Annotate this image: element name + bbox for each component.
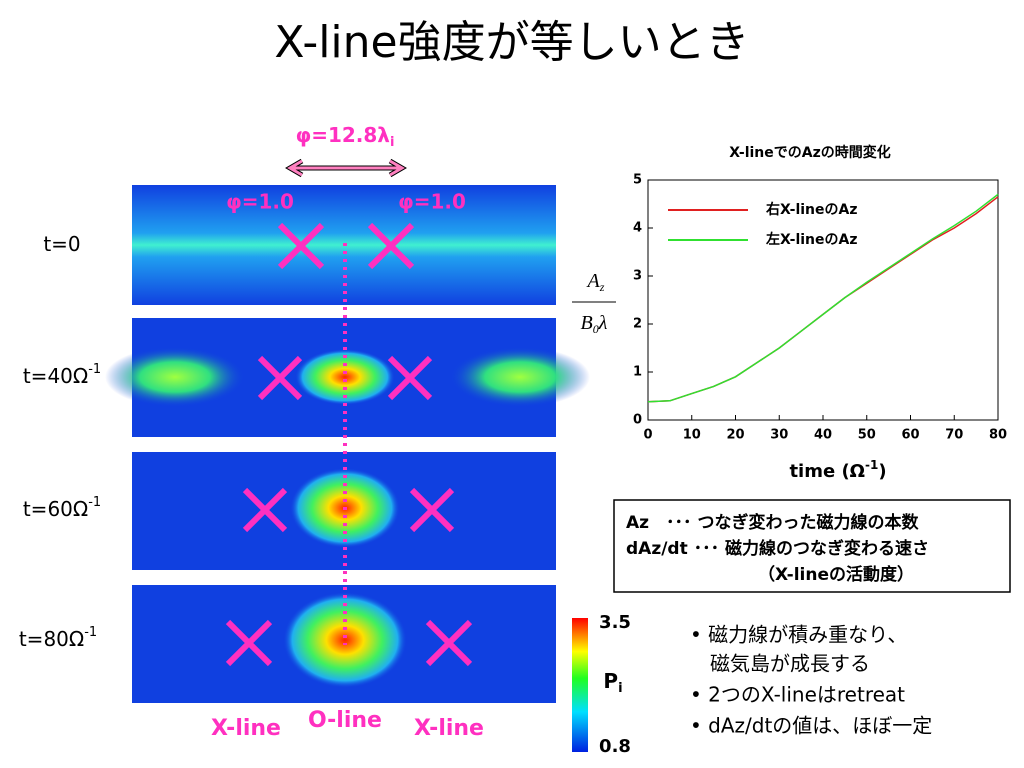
sup: -1 (84, 625, 97, 640)
sup: -1 (88, 362, 101, 377)
text: t=80Ω (19, 627, 84, 651)
island (295, 349, 395, 405)
x-tick-label: 0 (643, 428, 652, 443)
width-label: φ=12.8λi (296, 123, 395, 150)
x-tick-label: 10 (683, 428, 701, 443)
bullets: • 磁力線が積み重なり、 磁気島が成長する • 2つのX-lineはretrea… (690, 623, 932, 738)
phi-left: φ=1.0 (226, 190, 294, 214)
text: t=60Ω (23, 497, 88, 521)
y-label-num: Az (586, 270, 605, 294)
text: time (Ω (789, 461, 865, 482)
sub: i (618, 681, 622, 696)
time-label: t=60Ω-1 (23, 495, 101, 521)
panel-labels: t=0 t=40Ω-1 t=60Ω-1 t=80Ω-1 (19, 232, 101, 651)
time-label: t=40Ω-1 (23, 362, 101, 388)
box-line: dAz/dt ･･･ 磁力線のつなぎ変わる速さ (626, 538, 929, 559)
y-tick-label: 0 (633, 413, 642, 428)
x-tick-label: 70 (945, 428, 963, 443)
legend-label: 左X-lineのAz (765, 231, 858, 248)
info-box (613, 499, 1011, 593)
panels (105, 158, 590, 703)
colorbar-min: 0.8 (599, 736, 631, 757)
bullet: 磁気島が成長する (690, 652, 870, 676)
x-tick-label: 80 (989, 428, 1007, 443)
line (647, 196, 999, 403)
text: t=40Ω (23, 364, 88, 388)
chart: X-lineでのAzの時間変化 Az B0λ time (Ω-1) 0 10 20 3… (572, 144, 1007, 482)
text: B (581, 312, 593, 334)
sub: i (390, 135, 394, 150)
width-arrow (287, 159, 405, 177)
text: A (586, 270, 601, 292)
bullet: • dAz/dtの値は、ほぼ一定 (690, 714, 932, 738)
box-line: Az ･･･ つなぎ変わった磁力線の本数 (626, 512, 919, 533)
y-tick-label: 1 (633, 365, 642, 380)
island (450, 347, 590, 407)
sub: z (599, 280, 605, 294)
text: φ=12.8λ (296, 123, 391, 147)
y-tick-label: 3 (633, 269, 642, 284)
y-tick-label: 4 (633, 221, 642, 236)
sup: -1 (865, 458, 878, 472)
o-line-label: O-line (308, 708, 382, 733)
colorbar-label: Pi (603, 669, 622, 696)
title: X-line強度が等しいとき (274, 17, 749, 68)
x-tick-label: 30 (770, 428, 788, 443)
colorbar (572, 618, 588, 752)
x-line-label: X-line (211, 716, 281, 741)
info-text: Az ･･･ つなぎ変わった磁力線の本数 dAz/dt ･･･ 磁力線のつなぎ変… (626, 512, 929, 585)
y-tick-label: 2 (633, 317, 642, 332)
phi-right: φ=1.0 (398, 190, 466, 214)
island (283, 592, 407, 688)
island (105, 347, 245, 407)
x-marks (225, 222, 473, 667)
text: λ (598, 312, 608, 334)
x-tick-label: 20 (726, 428, 744, 443)
y-tick-label: 5 (633, 173, 642, 188)
x-line-label: X-line (414, 716, 484, 741)
sub: 0 (593, 322, 599, 336)
bullet: • 2つのX-lineはretreat (690, 683, 905, 707)
text: ) (878, 461, 886, 482)
sup: -1 (88, 495, 101, 510)
colorbar-max: 3.5 (599, 612, 631, 633)
line (647, 193, 999, 403)
text: P (603, 669, 618, 693)
box-line: （X-lineの活動度） (758, 564, 914, 585)
time-label: t=0 (43, 232, 80, 256)
x-tick-label: 60 (901, 428, 919, 443)
chart-title: X-lineでのAzの時間変化 (729, 144, 891, 161)
y-label-den: B0λ (581, 312, 608, 336)
x-tick-label: 50 (858, 428, 876, 443)
text: t=0 (43, 232, 80, 256)
bullet: • 磁力線が積み重なり、 (690, 623, 907, 647)
x-label: time (Ω-1) (789, 458, 886, 483)
x-tick-label: 40 (814, 428, 832, 443)
legend-label: 右X-lineのAz (765, 201, 858, 218)
time-label: t=80Ω-1 (19, 625, 97, 651)
